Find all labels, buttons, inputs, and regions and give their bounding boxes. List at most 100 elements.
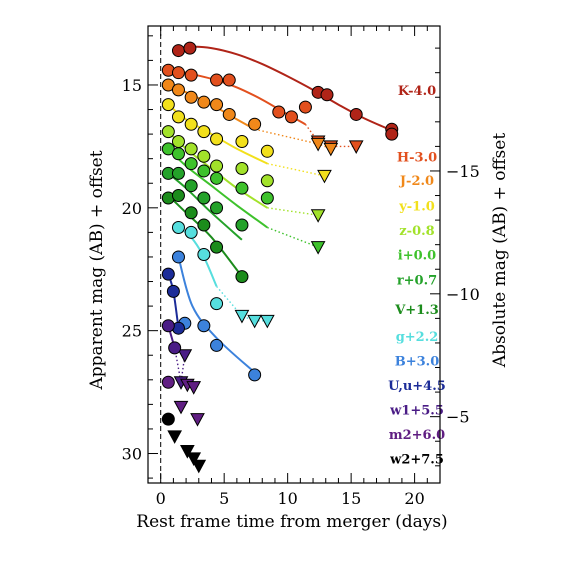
- point-g-2-2-1: [184, 225, 198, 239]
- upper-limit-link-i-0-0: [267, 226, 319, 248]
- point-z-0-8-5: [235, 162, 249, 176]
- point-h-3-0-2: [184, 68, 198, 82]
- point-y-1-0-3: [197, 125, 211, 139]
- point-b-3-0-4: [248, 368, 262, 382]
- point-h-3-0-5: [272, 105, 286, 119]
- upper-limit-g-2-2-2: [259, 314, 275, 329]
- point-v-1-3-3: [197, 218, 211, 232]
- band-label-b-3-0: B+3.0: [395, 354, 440, 369]
- point-m2-6-0-0: [161, 375, 175, 389]
- upper-limit-g-2-2-1: [247, 314, 262, 329]
- point-b-3-0-3: [210, 338, 224, 352]
- upper-limit-h-3-0-2: [348, 140, 364, 154]
- point-z-0-8-4: [210, 159, 224, 173]
- upper-limit-link-z-0-8: [267, 207, 319, 216]
- y2-tick-label: −15: [446, 162, 480, 181]
- x-tick-label: 15: [341, 489, 361, 508]
- y-tick-label: 30: [122, 445, 142, 464]
- point-j-2-0-1: [171, 83, 185, 97]
- point-j-2-0-2: [184, 90, 198, 104]
- upper-limit-m2-6-0-1: [186, 381, 202, 395]
- band-label-v-1-3: V+1.3: [394, 303, 439, 318]
- y-axis-title: Apparent mag (AB) + offset: [87, 150, 107, 390]
- upper-limit-g-2-2-0: [234, 309, 250, 324]
- point-h-3-0-3: [210, 73, 224, 87]
- point-j-2-0-4: [210, 98, 224, 112]
- point-j-2-0-5: [222, 107, 236, 121]
- point-w2-7-5-0: [161, 412, 175, 426]
- point-r-0-7-4: [210, 201, 224, 215]
- upper-limit-m2-6-0-3: [190, 413, 205, 427]
- band-label-r-0-7: r+0.7: [397, 273, 437, 288]
- point-r-0-7-1: [171, 166, 185, 180]
- point-i-0-0-6: [260, 191, 274, 205]
- point-y-1-0-6: [260, 144, 274, 158]
- y-tick-label: 15: [122, 76, 142, 95]
- band-label-i-0-0: i+0.0: [398, 249, 436, 264]
- upper-limit-w2-7-5-1: [180, 445, 195, 459]
- y2-tick-label: −5: [446, 408, 470, 427]
- point-j-2-0-6: [248, 117, 262, 131]
- point-h-3-0-1: [171, 66, 185, 80]
- point-i-0-0-4: [210, 171, 224, 185]
- point-h-3-0-7: [298, 100, 312, 114]
- y-tick-label: 25: [122, 322, 142, 341]
- point-b-3-0-2: [197, 319, 211, 333]
- point-z-0-8-2: [184, 142, 198, 156]
- point-uu-4-5-0: [161, 267, 175, 281]
- upper-limit-y-1-0-0: [317, 169, 332, 184]
- point-g-2-2-2: [197, 248, 211, 261]
- band-label-j-2-0: J-2.0: [399, 174, 434, 189]
- point-z-0-8-3: [197, 149, 211, 163]
- point-z-0-8-0: [161, 125, 175, 139]
- point-h-3-0-6: [284, 110, 298, 124]
- x-tick-label: 0: [156, 489, 166, 508]
- band-label-w1-5-5: w1+5.5: [389, 404, 444, 419]
- band-label-m2-6-0: m2+6.0: [389, 428, 445, 443]
- point-w1-5-5-1: [168, 341, 182, 355]
- point-i-0-0-2: [184, 157, 198, 171]
- upper-limit-i-0-0-0: [310, 241, 326, 255]
- point-v-1-3-5: [235, 270, 249, 284]
- point-v-1-3-2: [184, 206, 198, 220]
- point-r-0-7-5: [235, 218, 249, 232]
- point-z-0-8-1: [171, 134, 185, 148]
- y2-axis-title: Absolute mag (AB) + offset: [490, 133, 510, 369]
- point-b-3-0-0: [171, 250, 185, 264]
- point-h-3-0-4: [222, 73, 236, 87]
- plot-frame: [147, 25, 441, 484]
- point-v-1-3-4: [210, 240, 224, 254]
- curve-g-2-2: [177, 226, 218, 287]
- x-tick-label: 10: [277, 489, 297, 508]
- point-y-1-0-2: [184, 117, 198, 131]
- band-label-uu-4-5: U,u+4.5: [388, 379, 446, 394]
- band-label-w2-7-5: w2+7.5: [389, 453, 444, 468]
- x-axis-title: Rest frame time from merger (days): [136, 512, 447, 532]
- point-i-0-0-5: [235, 181, 249, 195]
- x-tick-label: 5: [219, 489, 229, 508]
- band-label-y-1-0: y-1.0: [398, 200, 435, 215]
- upper-limit-j-2-0-1: [323, 142, 339, 157]
- upper-limit-j-2-0-0: [310, 137, 326, 152]
- point-k-4-0-3: [320, 88, 334, 102]
- point-k-4-0-6: [385, 127, 399, 141]
- point-i-0-0-1: [171, 147, 185, 161]
- point-w1-5-5-0: [161, 319, 175, 333]
- point-i-0-0-3: [197, 164, 211, 178]
- upper-limit-w2-7-5-2: [186, 452, 202, 466]
- point-r-0-7-2: [184, 179, 198, 193]
- upper-limit-m2-6-0-2: [173, 400, 189, 415]
- point-y-1-0-5: [235, 134, 249, 148]
- point-j-2-0-3: [197, 95, 211, 109]
- point-y-1-0-1: [171, 110, 185, 124]
- upper-limit-link-w1-5-5: [174, 347, 186, 383]
- band-label-h-3-0: H-3.0: [397, 150, 437, 165]
- point-r-0-7-3: [197, 191, 211, 205]
- point-k-4-0-1: [183, 41, 197, 55]
- y-tick-label: 20: [122, 199, 142, 218]
- point-v-1-3-1: [171, 189, 185, 203]
- plot-layer: [160, 26, 399, 483]
- point-y-1-0-4: [210, 132, 224, 146]
- point-k-4-0-4: [349, 107, 363, 121]
